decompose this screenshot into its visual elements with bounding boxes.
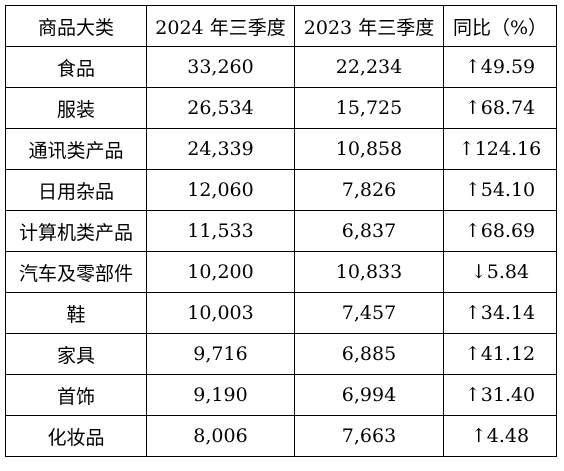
table-row: 食品 33,260 22,234 ↑49.59 — [5, 46, 557, 88]
yoy-cell: ↑34.14 — [443, 292, 557, 334]
category-cell: 汽车及零部件 — [5, 251, 147, 293]
yoy-cell: ↑68.74 — [443, 87, 557, 129]
table-row: 通讯类产品 24,339 10,858 ↑124.16 — [5, 128, 557, 170]
category-cell: 计算机类产品 — [5, 210, 147, 252]
q3-2024-cell: 10,003 — [146, 292, 295, 334]
header-q3-2024: 2024 年三季度 — [146, 5, 295, 47]
q3-2023-cell: 10,858 — [294, 128, 444, 170]
yoy-cell: ↑31.40 — [443, 374, 557, 416]
q3-2023-cell: 7,826 — [294, 169, 444, 211]
q3-2023-cell: 15,725 — [294, 87, 444, 129]
table-row: 首饰 9,190 6,994 ↑31.40 — [5, 374, 557, 416]
category-cell: 日用杂品 — [5, 169, 147, 211]
q3-2024-cell: 26,534 — [146, 87, 295, 129]
q3-2023-cell: 22,234 — [294, 46, 444, 88]
q3-2023-cell: 6,885 — [294, 333, 444, 375]
q3-2024-cell: 10,200 — [146, 251, 295, 293]
table-row: 计算机类产品 11,533 6,837 ↑68.69 — [5, 210, 557, 252]
sales-comparison-table: 商品大类 2024 年三季度 2023 年三季度 同比（%） 食品 33,260… — [5, 5, 557, 457]
data-table-container: 商品大类 2024 年三季度 2023 年三季度 同比（%） 食品 33,260… — [5, 5, 557, 457]
yoy-cell: ↑54.10 — [443, 169, 557, 211]
q3-2023-cell: 7,663 — [294, 415, 444, 457]
table-row: 化妆品 8,006 7,663 ↑4.48 — [5, 415, 557, 457]
q3-2024-cell: 9,716 — [146, 333, 295, 375]
category-cell: 鞋 — [5, 292, 147, 334]
category-cell: 通讯类产品 — [5, 128, 147, 170]
q3-2024-cell: 11,533 — [146, 210, 295, 252]
category-cell: 食品 — [5, 46, 147, 88]
q3-2024-cell: 12,060 — [146, 169, 295, 211]
q3-2023-cell: 10,833 — [294, 251, 444, 293]
yoy-cell: ↑41.12 — [443, 333, 557, 375]
q3-2023-cell: 6,837 — [294, 210, 444, 252]
yoy-cell: ↑68.69 — [443, 210, 557, 252]
header-row: 商品大类 2024 年三季度 2023 年三季度 同比（%） — [5, 5, 557, 47]
q3-2023-cell: 6,994 — [294, 374, 444, 416]
category-cell: 化妆品 — [5, 415, 147, 457]
header-category: 商品大类 — [5, 5, 147, 47]
yoy-cell: ↑4.48 — [443, 415, 557, 457]
q3-2024-cell: 33,260 — [146, 46, 295, 88]
category-cell: 首饰 — [5, 374, 147, 416]
header-q3-2023: 2023 年三季度 — [294, 5, 444, 47]
table-row: 家具 9,716 6,885 ↑41.12 — [5, 333, 557, 375]
yoy-cell: ↑124.16 — [443, 128, 557, 170]
q3-2023-cell: 7,457 — [294, 292, 444, 334]
q3-2024-cell: 24,339 — [146, 128, 295, 170]
category-cell: 家具 — [5, 333, 147, 375]
header-yoy: 同比（%） — [443, 5, 557, 47]
table-row: 汽车及零部件 10,200 10,833 ↓5.84 — [5, 251, 557, 293]
category-cell: 服装 — [5, 87, 147, 129]
q3-2024-cell: 8,006 — [146, 415, 295, 457]
table-row: 鞋 10,003 7,457 ↑34.14 — [5, 292, 557, 334]
yoy-cell: ↓5.84 — [443, 251, 557, 293]
table-row: 服装 26,534 15,725 ↑68.74 — [5, 87, 557, 129]
yoy-cell: ↑49.59 — [443, 46, 557, 88]
table-row: 日用杂品 12,060 7,826 ↑54.10 — [5, 169, 557, 211]
q3-2024-cell: 9,190 — [146, 374, 295, 416]
